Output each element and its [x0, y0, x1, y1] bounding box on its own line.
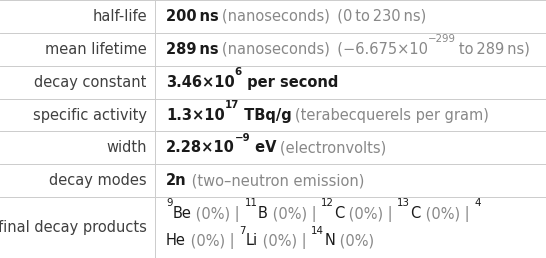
Text: −9: −9: [235, 133, 251, 143]
Text: to 289 ns): to 289 ns): [455, 42, 530, 57]
Text: per second: per second: [242, 75, 338, 90]
Text: |: |: [225, 233, 239, 249]
Text: 11: 11: [245, 198, 258, 208]
Text: 200 ns: 200 ns: [166, 9, 218, 24]
Text: −299: −299: [428, 34, 455, 44]
Text: 4: 4: [474, 198, 480, 208]
Text: (nanoseconds) (0 to 230 ns): (nanoseconds) (0 to 230 ns): [218, 9, 426, 24]
Text: 289 ns: 289 ns: [166, 42, 218, 57]
Text: 13: 13: [397, 198, 411, 208]
Text: |: |: [383, 206, 397, 222]
Text: (0%): (0%): [186, 233, 225, 248]
Text: (nanoseconds) (−6.675×10: (nanoseconds) (−6.675×10: [218, 42, 428, 57]
Text: Be: Be: [173, 206, 191, 221]
Text: N: N: [324, 233, 335, 248]
Text: 17: 17: [224, 100, 239, 110]
Text: decay constant: decay constant: [34, 75, 147, 90]
Text: (two–neutron emission): (two–neutron emission): [187, 173, 364, 188]
Text: |: |: [230, 206, 245, 222]
Text: TBq/g: TBq/g: [239, 108, 292, 123]
Text: (terabecquerels per gram): (terabecquerels per gram): [292, 108, 489, 123]
Text: Li: Li: [246, 233, 258, 248]
Text: 14: 14: [311, 226, 324, 236]
Text: (electronvolts): (electronvolts): [277, 140, 386, 155]
Text: 7: 7: [239, 226, 246, 236]
Text: half-life: half-life: [92, 9, 147, 24]
Text: B: B: [258, 206, 268, 221]
Text: final decay products: final decay products: [0, 220, 147, 235]
Text: |: |: [297, 233, 311, 249]
Text: (0%): (0%): [420, 206, 460, 221]
Text: 6: 6: [235, 67, 242, 77]
Text: 2.28×10: 2.28×10: [166, 140, 235, 155]
Text: 9: 9: [166, 198, 173, 208]
Text: He: He: [166, 233, 186, 248]
Text: (0%): (0%): [344, 206, 383, 221]
Text: mean lifetime: mean lifetime: [45, 42, 147, 57]
Text: (0%): (0%): [268, 206, 307, 221]
Text: (0%): (0%): [191, 206, 230, 221]
Text: (0%): (0%): [335, 233, 374, 248]
Text: eV: eV: [251, 140, 277, 155]
Text: 12: 12: [321, 198, 334, 208]
Text: |: |: [460, 206, 474, 222]
Text: 3.46×10: 3.46×10: [166, 75, 235, 90]
Text: |: |: [307, 206, 321, 222]
Text: decay modes: decay modes: [49, 173, 147, 188]
Text: C: C: [334, 206, 344, 221]
Text: 2n: 2n: [166, 173, 187, 188]
Text: width: width: [106, 140, 147, 155]
Text: (0%): (0%): [258, 233, 297, 248]
Text: C: C: [411, 206, 420, 221]
Text: specific activity: specific activity: [33, 108, 147, 123]
Text: 1.3×10: 1.3×10: [166, 108, 224, 123]
